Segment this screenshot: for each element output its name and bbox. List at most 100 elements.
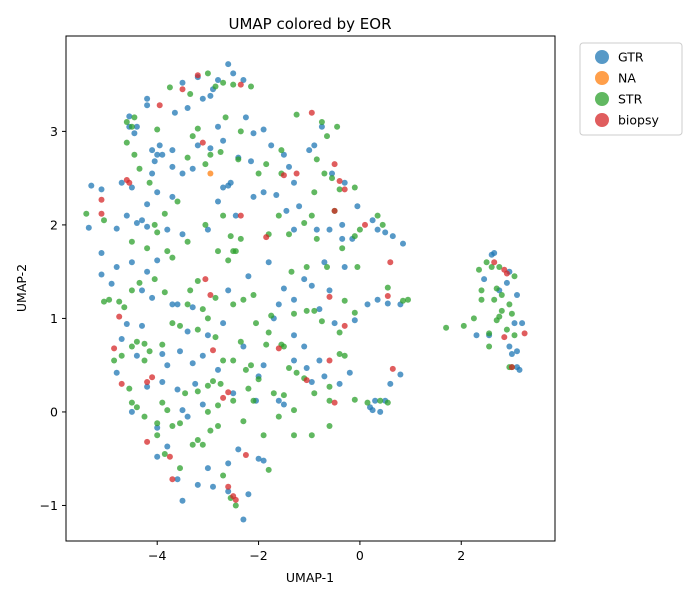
point-gtr-165 <box>339 221 346 228</box>
point-str-1 <box>101 217 107 224</box>
point-str-106 <box>184 301 191 308</box>
point-gtr-6 <box>123 212 130 219</box>
point-gtr-16 <box>118 336 125 342</box>
y-tick-label: −1 <box>40 498 58 513</box>
point-str-29 <box>293 369 300 376</box>
point-str-71 <box>265 466 272 473</box>
point-str-88 <box>141 413 148 420</box>
point-gtr-108 <box>184 105 191 111</box>
point-str-196 <box>496 264 503 270</box>
x-tick-label: 0 <box>356 548 364 563</box>
point-str-36 <box>364 399 371 406</box>
point-str-58 <box>154 420 161 427</box>
point-gtr-143 <box>260 189 267 196</box>
point-str-96 <box>141 340 148 347</box>
point-gtr-75 <box>189 360 196 367</box>
point-gtr-156 <box>156 142 163 149</box>
legend-item-gtr: GTR <box>595 50 644 65</box>
point-gtr-122 <box>286 163 292 170</box>
point-gtr-126 <box>318 123 325 130</box>
legend-label: GTR <box>618 50 644 65</box>
point-gtr-89 <box>215 198 221 205</box>
point-gtr-69 <box>245 273 252 280</box>
point-gtr-95 <box>179 170 186 177</box>
point-biopsy-15 <box>199 139 206 146</box>
point-str-199 <box>354 264 361 270</box>
point-gtr-20 <box>113 369 120 376</box>
point-gtr-96 <box>169 147 176 154</box>
legend-item-str: STR <box>595 92 643 107</box>
point-str-51 <box>242 366 249 373</box>
point-gtr-11 <box>128 259 135 266</box>
point-str-45 <box>318 318 325 325</box>
point-str-173 <box>220 357 227 364</box>
x-axis-ticks: −4 −2 0 2 <box>148 541 465 563</box>
point-gtr-184 <box>506 343 513 350</box>
point-gtr-136 <box>341 264 348 270</box>
point-gtr-188 <box>491 250 498 256</box>
point-gtr-55 <box>387 380 394 387</box>
point-biopsy-29 <box>293 170 300 177</box>
point-str-80 <box>245 385 252 392</box>
y-tick-label: 3 <box>50 124 58 139</box>
point-biopsy-17 <box>207 292 214 298</box>
series-na <box>207 170 214 177</box>
x-tick-label: −4 <box>148 548 166 563</box>
point-str-84 <box>189 441 196 448</box>
point-gtr-118 <box>250 130 257 137</box>
point-gtr-77 <box>230 390 237 397</box>
point-gtr-45 <box>291 332 297 339</box>
point-biopsy-38 <box>326 357 333 364</box>
point-str-44 <box>336 329 343 336</box>
point-str-41 <box>384 284 391 291</box>
point-str-174 <box>159 399 166 406</box>
point-gtr-0 <box>88 182 95 189</box>
point-gtr-67 <box>275 301 282 308</box>
point-gtr-24 <box>154 424 161 431</box>
point-biopsy-26 <box>237 212 244 219</box>
point-biopsy-22 <box>230 493 237 500</box>
point-gtr-50 <box>321 373 328 380</box>
x-tick-label: 2 <box>457 548 465 563</box>
point-str-163 <box>248 83 254 90</box>
point-biopsy-49 <box>521 330 528 337</box>
point-gtr-60 <box>374 296 381 303</box>
chart-title: UMAP colored by EOR <box>229 15 392 33</box>
legend-item-biopsy: biopsy <box>595 113 660 128</box>
point-gtr-159 <box>189 165 196 172</box>
point-gtr-53 <box>372 397 379 404</box>
legend: GTR NA STR biopsy <box>579 42 683 136</box>
point-str-74 <box>308 432 315 439</box>
point-gtr-64 <box>326 287 333 294</box>
point-str-16 <box>237 235 244 242</box>
point-str-64 <box>215 423 221 429</box>
point-str-167 <box>263 161 270 168</box>
point-gtr-129 <box>354 203 361 210</box>
point-biopsy-28 <box>280 172 287 179</box>
point-str-99 <box>159 341 166 348</box>
point-gtr-185 <box>508 351 515 357</box>
point-str-162 <box>230 81 237 88</box>
point-str-147 <box>174 198 181 205</box>
point-str-87 <box>154 432 161 439</box>
point-str-191 <box>511 332 518 339</box>
point-str-187 <box>506 301 513 308</box>
point-gtr-163 <box>339 235 346 242</box>
point-str-161 <box>220 79 227 86</box>
point-str-22 <box>240 296 247 303</box>
point-gtr-97 <box>159 151 166 158</box>
point-biopsy-20 <box>225 389 232 396</box>
point-gtr-115 <box>230 70 237 77</box>
point-str-142 <box>222 114 229 121</box>
point-gtr-82 <box>177 348 183 355</box>
point-str-18 <box>227 233 234 240</box>
point-gtr-181 <box>519 320 526 327</box>
point-str-194 <box>493 317 500 324</box>
point-str-195 <box>498 307 505 314</box>
point-gtr-102 <box>144 201 151 208</box>
legend-item-na: NA <box>595 71 636 86</box>
point-str-128 <box>286 231 292 238</box>
point-biopsy-1 <box>98 210 105 217</box>
point-biopsy-25 <box>237 81 244 88</box>
point-str-27 <box>280 343 287 350</box>
